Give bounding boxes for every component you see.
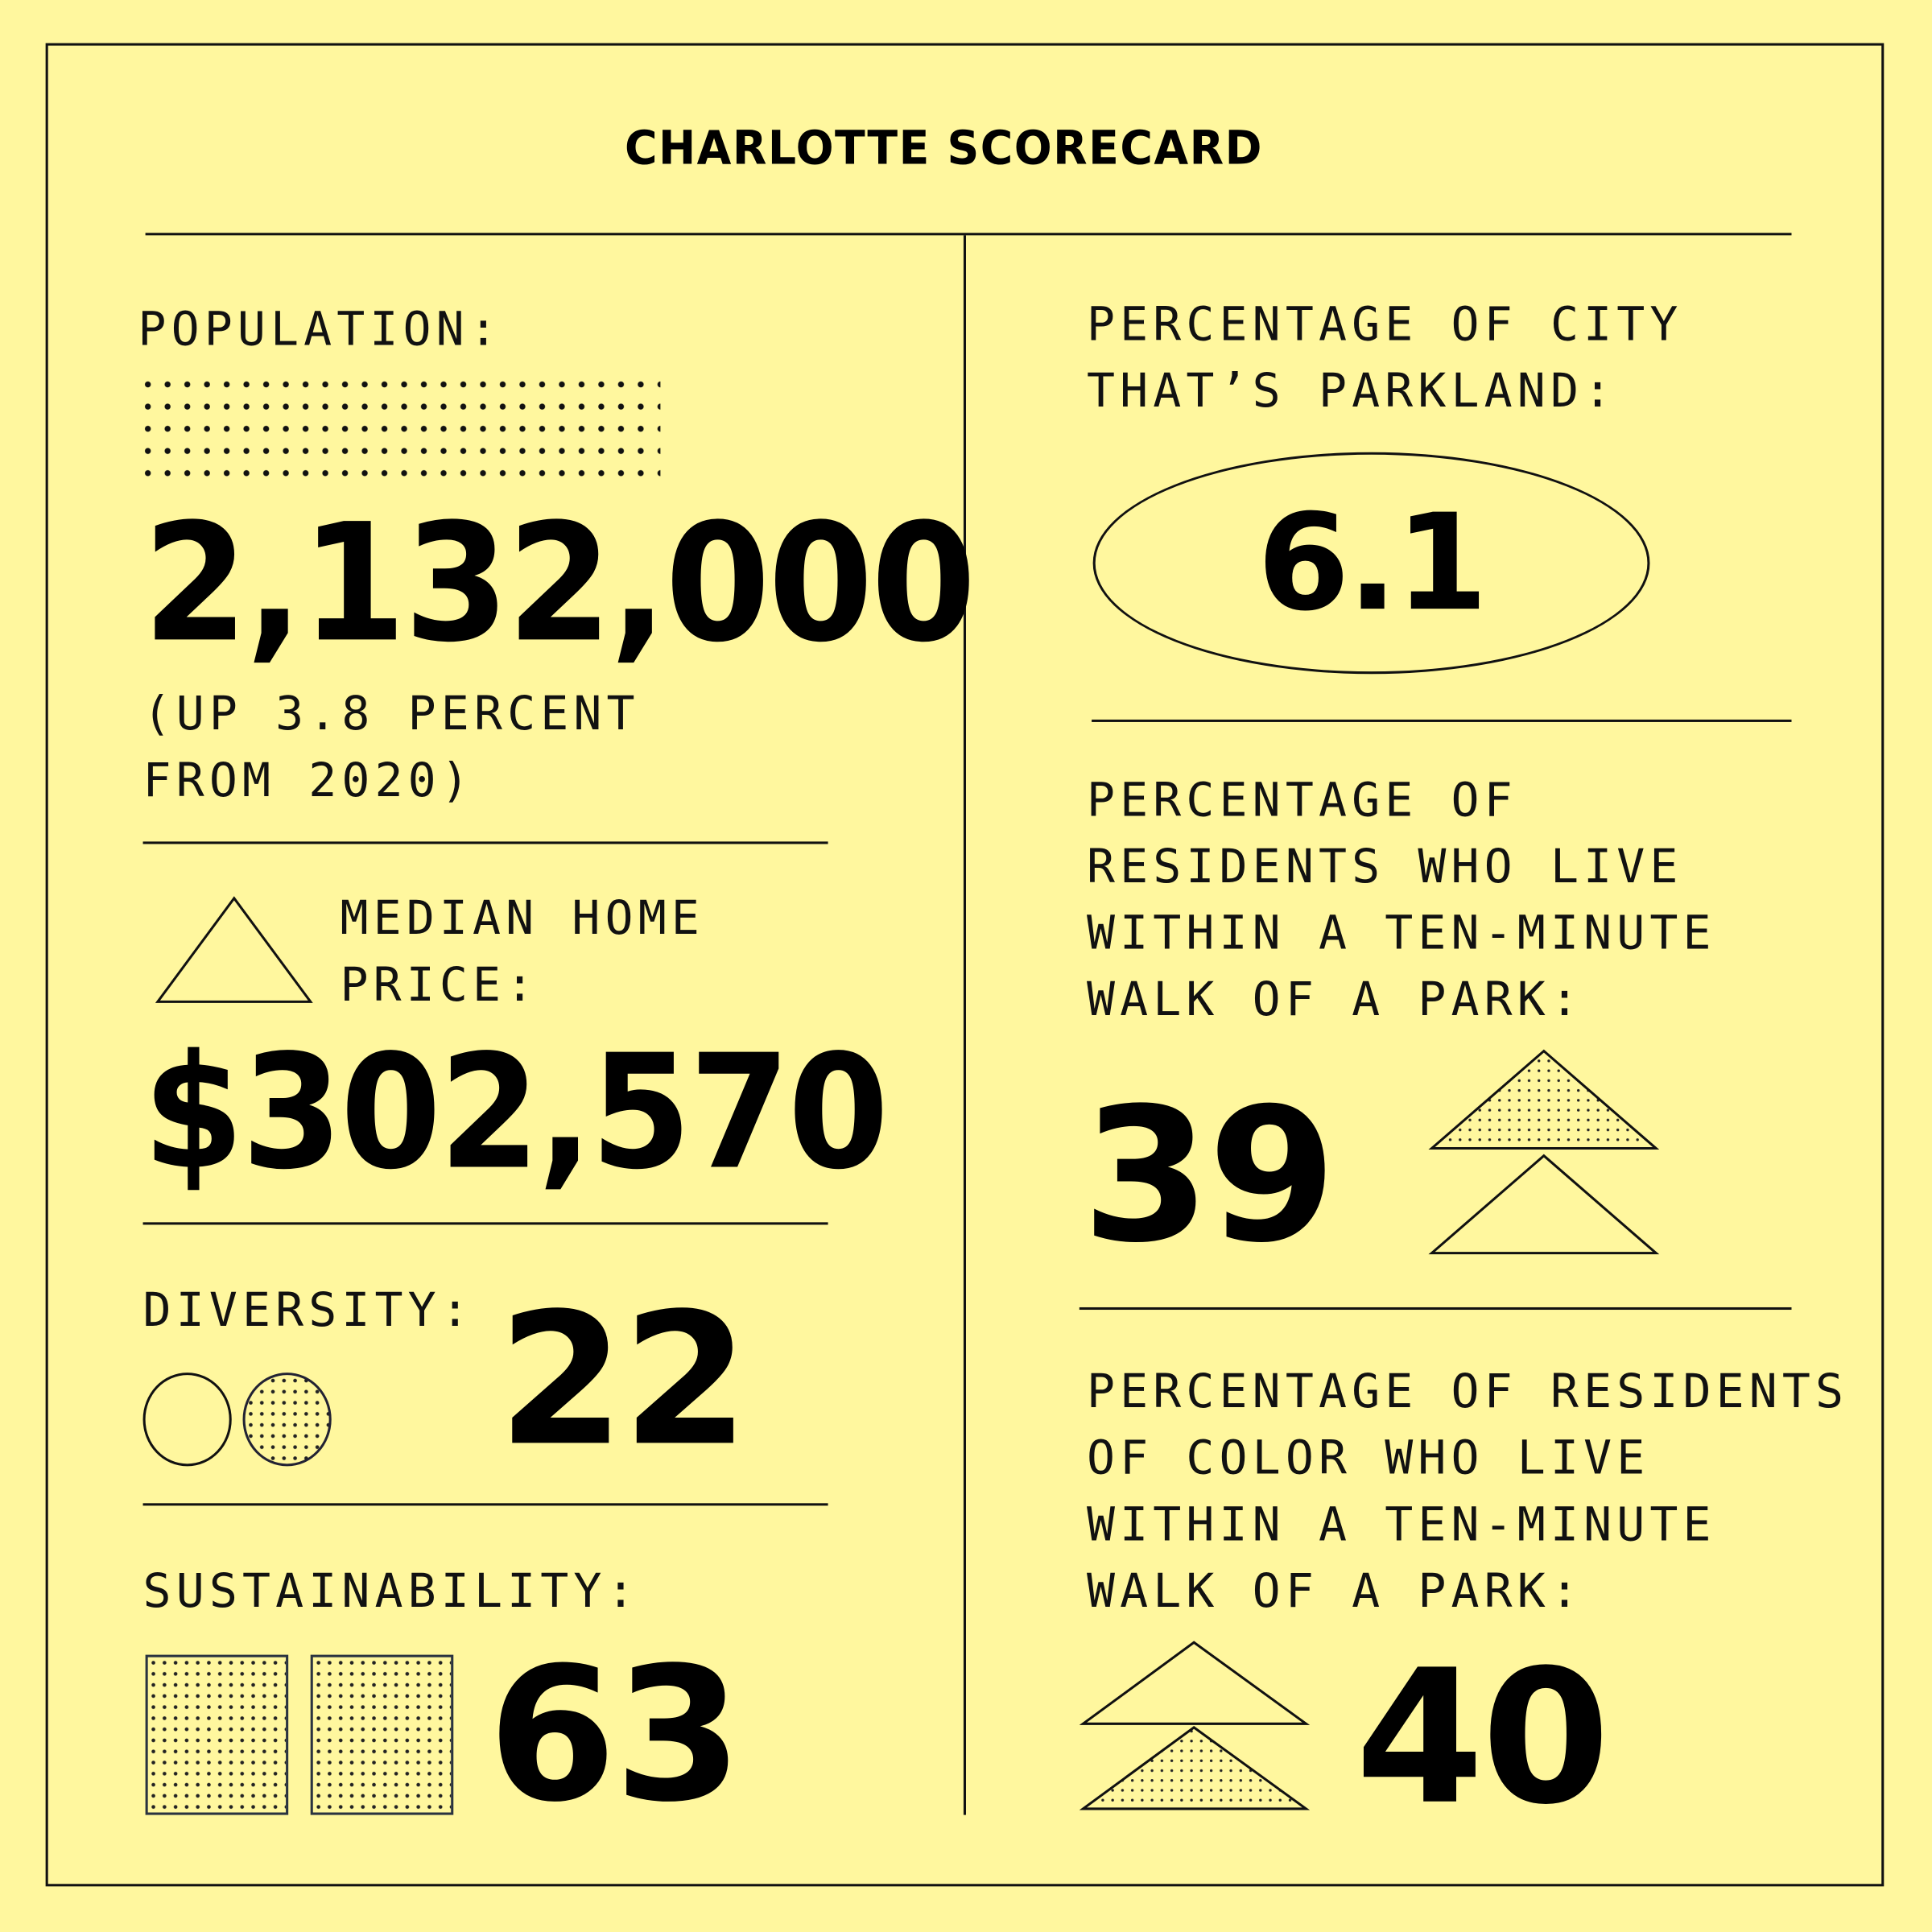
color-walk-label-4: WALK OF A PARK:: [1086, 1563, 1584, 1618]
stacked-triangles-icon: [1428, 1049, 1660, 1255]
walk-label-2: RESIDENTS WHO LIVE: [1086, 839, 1683, 894]
square-dotted-icon: [310, 1654, 454, 1815]
circle-outline-icon: [142, 1373, 232, 1467]
sustainability-label: SUSTAINABILITY:: [142, 1563, 640, 1618]
population-note-2: FROM 2020): [142, 753, 474, 807]
color-walk-label-1: PERCENTAGE OF RESIDENTS: [1086, 1364, 1849, 1418]
triangle-outline-icon: [1428, 1154, 1660, 1255]
outer-frame: [45, 43, 1885, 1887]
population-value: 2,132,000: [142, 489, 976, 679]
stacked-triangles-icon: [1079, 1641, 1311, 1810]
diversity-label: DIVERSITY:: [142, 1282, 474, 1337]
divider: [142, 1503, 828, 1506]
square-dotted-icon: [145, 1654, 289, 1815]
divider: [142, 841, 828, 844]
color-walk-label-2: OF COLOR WHO LIVE: [1086, 1430, 1650, 1485]
triangle-outline-icon: [1079, 1641, 1311, 1725]
ellipse-outline-icon: [1092, 452, 1650, 675]
dot-pattern-icon: [138, 373, 661, 480]
triangle-dotted-icon: [1079, 1726, 1311, 1810]
divider: [142, 1222, 828, 1225]
column-divider: [963, 235, 966, 1815]
triangle-dotted-icon: [1428, 1049, 1660, 1150]
diversity-value: 22: [497, 1274, 749, 1486]
walk-label-3: WITHIN A TEN-MINUTE: [1086, 905, 1716, 960]
home-price-label-2: PRICE:: [340, 957, 539, 1012]
walk-label-1: PERCENTAGE OF: [1086, 772, 1517, 828]
sustainability-value: 63: [488, 1629, 742, 1843]
home-price-label-1: MEDIAN HOME: [340, 890, 705, 945]
title-divider: [145, 233, 1792, 236]
walk-value: 39: [1081, 1069, 1336, 1284]
population-label: POPULATION:: [138, 301, 502, 357]
color-walk-label-3: WITHIN A TEN-MINUTE: [1086, 1496, 1716, 1552]
walk-label-4: WALK OF A PARK:: [1086, 972, 1584, 1026]
home-price-value: $302,570: [142, 1021, 890, 1205]
color-walk-value: 40: [1355, 1631, 1610, 1846]
parkland-label-2: THAT’S PARKLAND:: [1086, 363, 1617, 418]
triangle-outline-icon: [155, 896, 313, 1003]
circle-dotted-icon: [242, 1373, 332, 1467]
divider: [1092, 719, 1792, 722]
population-note-1: (UP 3.8 PERCENT: [142, 686, 640, 741]
parkland-value: 6.1: [1257, 486, 1488, 641]
parkland-label-1: PERCENTAGE OF CITY: [1086, 296, 1683, 352]
page-title: CHARLOTTE SCORECARD: [624, 120, 1263, 175]
divider: [1079, 1307, 1792, 1311]
